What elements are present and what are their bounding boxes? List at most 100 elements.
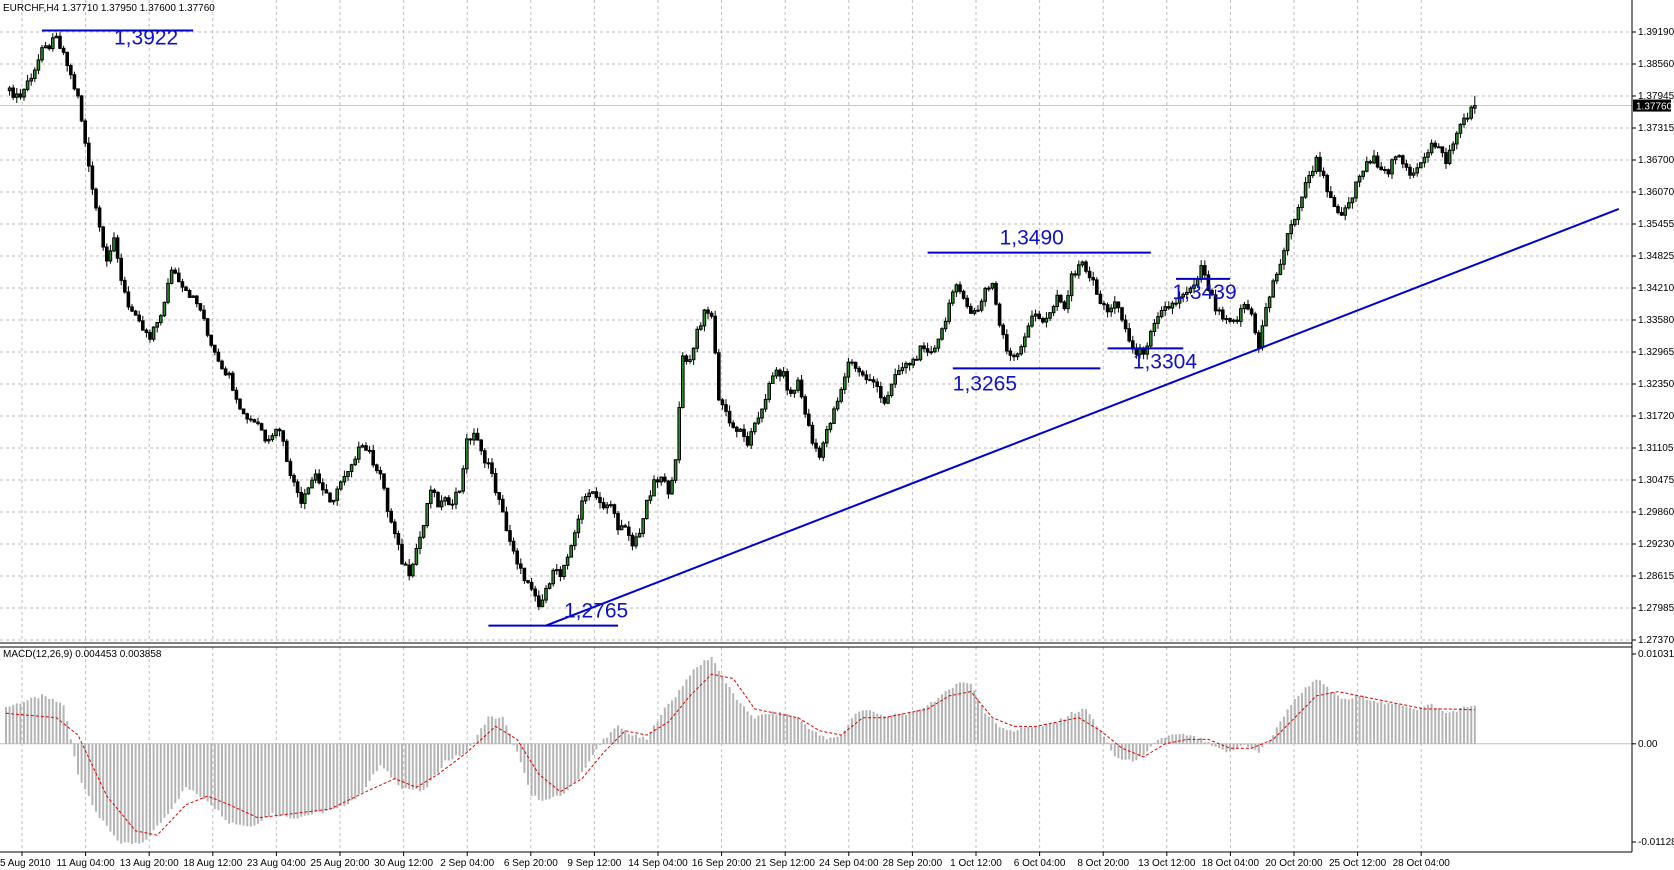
- candle: [245, 412, 249, 424]
- candle: [547, 582, 552, 590]
- candle: [443, 496, 447, 507]
- candle: [421, 524, 426, 539]
- time-tick-label: 6 Oct 04:00: [1014, 858, 1066, 869]
- candle: [1411, 167, 1416, 179]
- candle: [90, 161, 95, 195]
- level-label: 1,2765: [564, 600, 628, 623]
- candle: [1419, 161, 1423, 169]
- candle: [843, 372, 847, 395]
- candle: [929, 346, 934, 355]
- candle: [339, 480, 343, 492]
- candle: [465, 433, 469, 474]
- candle: [403, 561, 408, 566]
- candle: [205, 318, 210, 338]
- time-tick-label: 5 Aug 2010: [0, 858, 51, 869]
- time-tick-label: 24 Sep 04:00: [819, 858, 879, 869]
- candle: [799, 374, 804, 399]
- candle: [609, 500, 613, 508]
- candle: [904, 361, 908, 374]
- candle: [835, 397, 840, 412]
- candle: [1379, 161, 1384, 171]
- candle: [1062, 300, 1067, 311]
- candle: [69, 63, 73, 80]
- candle: [695, 326, 700, 353]
- candle: [796, 377, 800, 393]
- time-tick-label: 13 Aug 20:00: [120, 858, 179, 869]
- candle: [821, 440, 826, 462]
- candle: [789, 386, 793, 397]
- candle: [418, 531, 422, 555]
- candle: [429, 485, 433, 509]
- price-tick-label: 1.37315: [1638, 123, 1674, 134]
- candle: [1167, 301, 1171, 311]
- candle: [177, 267, 181, 283]
- candle: [807, 408, 811, 427]
- candle: [1343, 204, 1348, 221]
- candle: [591, 491, 595, 495]
- candle: [519, 558, 523, 575]
- candle: [461, 465, 465, 494]
- candle: [511, 537, 516, 555]
- candle: [1422, 152, 1427, 168]
- candle: [76, 88, 80, 99]
- candle: [87, 137, 91, 173]
- candle: [803, 394, 808, 418]
- candle: [753, 421, 757, 435]
- candle: [61, 45, 66, 55]
- candle: [691, 347, 696, 366]
- candle: [925, 342, 930, 357]
- price-tick-label: 1.36700: [1638, 155, 1674, 166]
- candle: [1109, 304, 1114, 317]
- candle: [713, 310, 718, 355]
- price-tick-label: 1.30475: [1638, 475, 1674, 486]
- candle: [364, 442, 368, 451]
- candle: [1415, 163, 1420, 177]
- candle: [839, 386, 844, 404]
- candle: [627, 521, 631, 541]
- candle: [522, 567, 527, 584]
- candle: [1203, 260, 1207, 279]
- candle: [414, 543, 419, 566]
- candle: [346, 471, 350, 481]
- price-tick-label: 1.35455: [1638, 219, 1674, 230]
- candle: [238, 398, 242, 411]
- price-tick-label: 1.28615: [1638, 571, 1674, 582]
- candle: [439, 495, 444, 511]
- candle: [771, 372, 775, 384]
- candle: [382, 473, 386, 491]
- candle: [1145, 342, 1150, 360]
- candle: [1264, 303, 1268, 327]
- candle: [1451, 141, 1456, 155]
- candle: [652, 475, 656, 497]
- candle: [1282, 247, 1286, 270]
- candle: [447, 495, 451, 506]
- candle: [688, 354, 692, 364]
- candle: [252, 418, 257, 423]
- candle: [1383, 166, 1387, 174]
- candle: [1249, 306, 1254, 317]
- candle: [875, 378, 880, 393]
- candle: [706, 306, 710, 320]
- chart-header: EURCHF,H4 1.37710 1.37950 1.37600 1.3776…: [3, 3, 215, 14]
- candle: [1444, 147, 1448, 169]
- candle: [1044, 312, 1049, 328]
- candle: [15, 87, 19, 104]
- price-tick-label: 1.39190: [1638, 27, 1674, 38]
- candle: [630, 532, 635, 551]
- candle: [515, 548, 520, 570]
- candle: [1429, 139, 1434, 156]
- candle: [666, 479, 671, 499]
- time-tick-label: 28 Oct 04:00: [1393, 858, 1451, 869]
- time-tick-label: 30 Aug 12:00: [374, 858, 433, 869]
- candle: [832, 406, 836, 425]
- candle: [303, 488, 307, 510]
- candle: [983, 286, 988, 307]
- candle: [162, 301, 167, 318]
- current-price-label: 1.37760: [1633, 99, 1673, 113]
- candle: [785, 368, 790, 396]
- candles: [7, 32, 1477, 611]
- candle: [544, 585, 548, 604]
- candle: [1332, 195, 1337, 208]
- candle: [529, 578, 534, 592]
- candle: [1012, 353, 1016, 362]
